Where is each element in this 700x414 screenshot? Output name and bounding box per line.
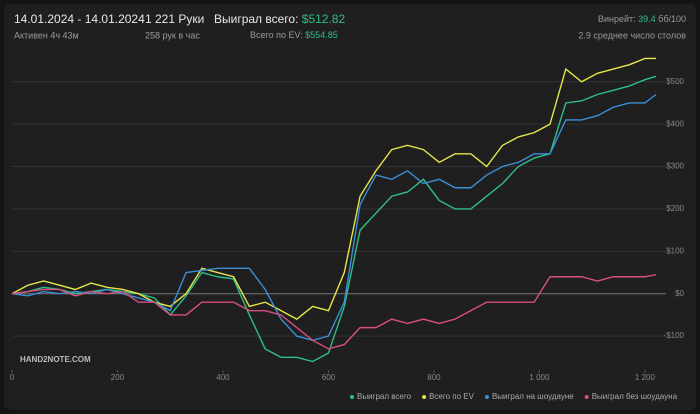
y-tick-label: $300	[666, 162, 684, 171]
ev-total: Всего по EV: $554.85	[250, 30, 338, 40]
legend-label: Выиграл всего	[357, 392, 412, 401]
active-time: Активен 4ч 43м	[14, 30, 79, 40]
panel	[4, 4, 696, 410]
legend-label: Выиграл на шоудауне	[492, 392, 574, 401]
hands-per-hour: 258 рук в час	[145, 30, 200, 40]
y-tick-label: $0	[675, 289, 684, 298]
hands: 1 221 Руки	[145, 12, 204, 26]
winrate-unit: бб/100	[658, 14, 686, 24]
y-tick-label: $100	[666, 246, 684, 255]
series-line	[11, 75, 657, 363]
legend-swatch	[584, 395, 589, 399]
y-tick-label: $200	[666, 204, 684, 213]
legend-label: Выиграл без шоудауна	[592, 392, 678, 401]
legend-label: Всего по EV	[429, 392, 475, 401]
x-tick-label: 600	[322, 373, 336, 382]
series-line	[11, 57, 656, 320]
won-total: Выиграл всего: $512.82	[214, 12, 345, 26]
watermark: HAND2NOTE.COM	[20, 355, 91, 364]
avg-tables: 2.9 среднее число столов	[578, 30, 686, 40]
x-tick-label: 200	[111, 373, 125, 382]
legend-swatch	[484, 395, 489, 399]
ev-value: $554.85	[305, 30, 338, 40]
x-tick-label: 400	[216, 373, 230, 382]
winrate: Винрейт: 39.4 бб/100	[598, 14, 686, 24]
x-tick-label: 800	[427, 373, 441, 382]
x-tick-label: 0	[10, 373, 15, 382]
winrate-label: Винрейт:	[598, 14, 636, 24]
ev-label: Всего по EV:	[250, 30, 303, 40]
won-label: Выиграл всего:	[214, 12, 298, 26]
y-tick-label: -$100	[664, 331, 685, 340]
date-range: 14.01.2024 - 14.01.2024	[14, 12, 145, 26]
series-line	[11, 93, 657, 342]
series-line	[11, 273, 657, 350]
legend-swatch	[422, 395, 427, 399]
legend-swatch	[350, 395, 354, 399]
y-tick-label: $500	[666, 77, 684, 86]
legend: Выиграл всего Всего по EV Выиграл на шоуда…	[350, 392, 678, 401]
won-value: $512.82	[302, 12, 346, 26]
winrate-value: 39.4	[638, 14, 656, 24]
x-tick-label: 1 000	[529, 373, 550, 382]
x-tick-label: 1 200	[635, 373, 656, 382]
y-tick-label: $400	[666, 119, 684, 128]
